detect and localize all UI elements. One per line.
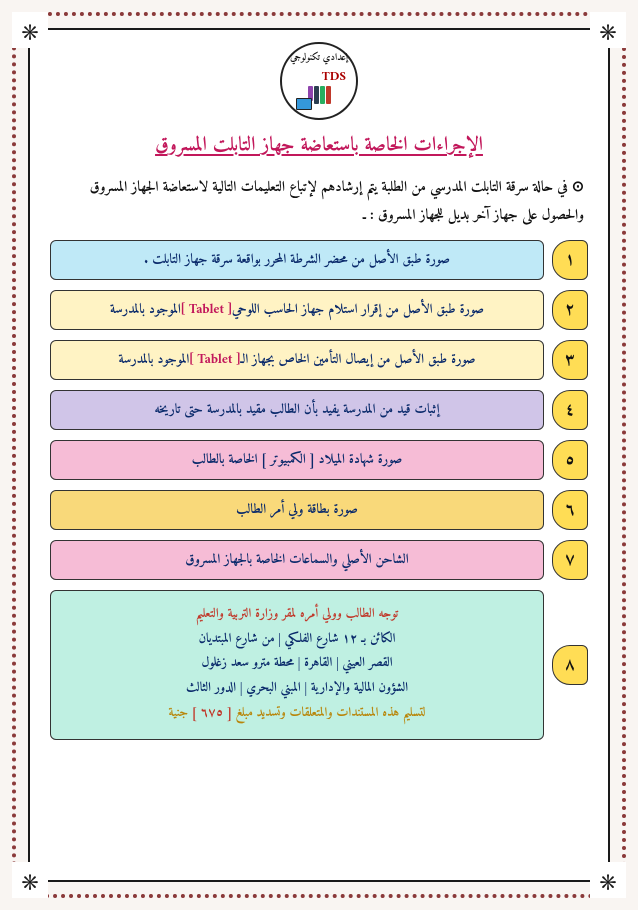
- corner-flourish-icon: ۞: [590, 862, 626, 898]
- step-number: ٧: [552, 540, 588, 580]
- step8-line4: الشؤون المالية والإدارية | المبني البحري…: [186, 677, 408, 702]
- step8-line2: الكائن بـ ١٢ شارع الفلكي | من شارع المبت…: [199, 628, 396, 653]
- step8-line5-pre: لتسليم هذه المستندات والمتعلقات وتسديد م…: [232, 702, 426, 725]
- step-item: ١ صورة طبق الأصل من محضر الشرطة المحرر ب…: [50, 240, 588, 280]
- step-text-pre: صورة طبق الأصل من إيصال التأمين الخاص بج…: [240, 348, 475, 372]
- step8-line3: القصر العيني | القاهرة | محطة مترو سعد ز…: [201, 652, 392, 677]
- step-item: ٤ إثبات قيد من المدرسة يفيد بأن الطالب م…: [50, 390, 588, 430]
- steps-list: ١ صورة طبق الأصل من محضر الشرطة المحرر ب…: [50, 240, 588, 739]
- step-text-content: صورة بطاقة ولي أمر الطالب: [236, 498, 358, 522]
- corner-flourish-icon: ۞: [590, 12, 626, 48]
- step-item: ٧ الشاحن الأصلي والسماعات الخاصة بالجهاز…: [50, 540, 588, 580]
- corner-flourish-icon: ۞: [12, 12, 48, 48]
- step-number: ٦: [552, 490, 588, 530]
- step-text: صورة شهادة الميلاد [ الكمبيوتر ] الخاصة …: [50, 440, 544, 480]
- step-number: ٤: [552, 390, 588, 430]
- step8-line5: لتسليم هذه المستندات والمتعلقات وتسديد م…: [168, 702, 425, 727]
- logo-top-text: إعدادي تكنولوجي: [290, 50, 348, 67]
- step-text-content: صورة طبق الأصل من محضر الشرطة المحرر بوا…: [144, 248, 450, 272]
- intro-paragraph: ⊙ في حالة سرقة التابلت المدرسي من الطلبة…: [50, 175, 588, 230]
- step-text: صورة طبق الأصل من إيصال التأمين الخاص بج…: [50, 340, 544, 380]
- step-text-content: صورة شهادة الميلاد [ الكمبيوتر ] الخاصة …: [192, 448, 403, 472]
- step-item: ٨ توجه الطالب وولي أمره لمقر وزارة الترب…: [50, 590, 588, 739]
- step-text: توجه الطالب وولي أمره لمقر وزارة التربية…: [50, 590, 544, 739]
- step-text: صورة بطاقة ولي أمر الطالب: [50, 490, 544, 530]
- step-text-pre: صورة طبق الأصل من إقرار استلام جهاز الحا…: [232, 298, 484, 322]
- step-number: ٥: [552, 440, 588, 480]
- logo-monitor-icon: [296, 98, 312, 110]
- step-item: ٦ صورة بطاقة ولي أمر الطالب: [50, 490, 588, 530]
- step-text: صورة طبق الأصل من إقرار استلام جهاز الحا…: [50, 290, 544, 330]
- step-text-post: الموجود بالمدرسة: [110, 298, 181, 322]
- step-item: ٥ صورة شهادة الميلاد [ الكمبيوتر ] الخاص…: [50, 440, 588, 480]
- step-text-content: إثبات قيد من المدرسة يفيد بأن الطالب مقي…: [154, 398, 439, 422]
- step-number: ٨: [552, 645, 588, 685]
- tablet-word: [ Tablet ]: [189, 348, 240, 372]
- step8-line1: توجه الطالب وولي أمره لمقر وزارة التربية…: [196, 603, 398, 628]
- step-text-content: الشاحن الأصلي والسماعات الخاصة بالجهاز ا…: [185, 548, 408, 572]
- step-number: ١: [552, 240, 588, 280]
- step-text-post: الموجود بالمدرسة: [118, 348, 189, 372]
- step-item: ٣ صورة طبق الأصل من إيصال التأمين الخاص …: [50, 340, 588, 380]
- content-area: إعدادي تكنولوجي TDS الإجراءات الخاصة باس…: [50, 40, 588, 870]
- step-text: الشاحن الأصلي والسماعات الخاصة بالجهاز ا…: [50, 540, 544, 580]
- step-text: إثبات قيد من المدرسة يفيد بأن الطالب مقي…: [50, 390, 544, 430]
- amount: [ ٦٧٥ ]: [192, 702, 232, 725]
- corner-flourish-icon: ۞: [12, 862, 48, 898]
- main-frame: ۞ ۞ ۞ ۞ إعدادي تكنولوجي TDS الإجراءات ال…: [28, 28, 610, 882]
- step-number: ٢: [552, 290, 588, 330]
- tablet-word: [ Tablet ]: [181, 298, 232, 322]
- step-text: صورة طبق الأصل من محضر الشرطة المحرر بوا…: [50, 240, 544, 280]
- step-item: ٢ صورة طبق الأصل من إقرار استلام جهاز ال…: [50, 290, 588, 330]
- step-number: ٣: [552, 340, 588, 380]
- page-title: الإجراءات الخاصة باستعاضة جهاز التابلت ا…: [155, 128, 483, 163]
- step8-line5-post: جنية: [168, 702, 188, 725]
- school-logo-icon: إعدادي تكنولوجي TDS: [280, 42, 358, 120]
